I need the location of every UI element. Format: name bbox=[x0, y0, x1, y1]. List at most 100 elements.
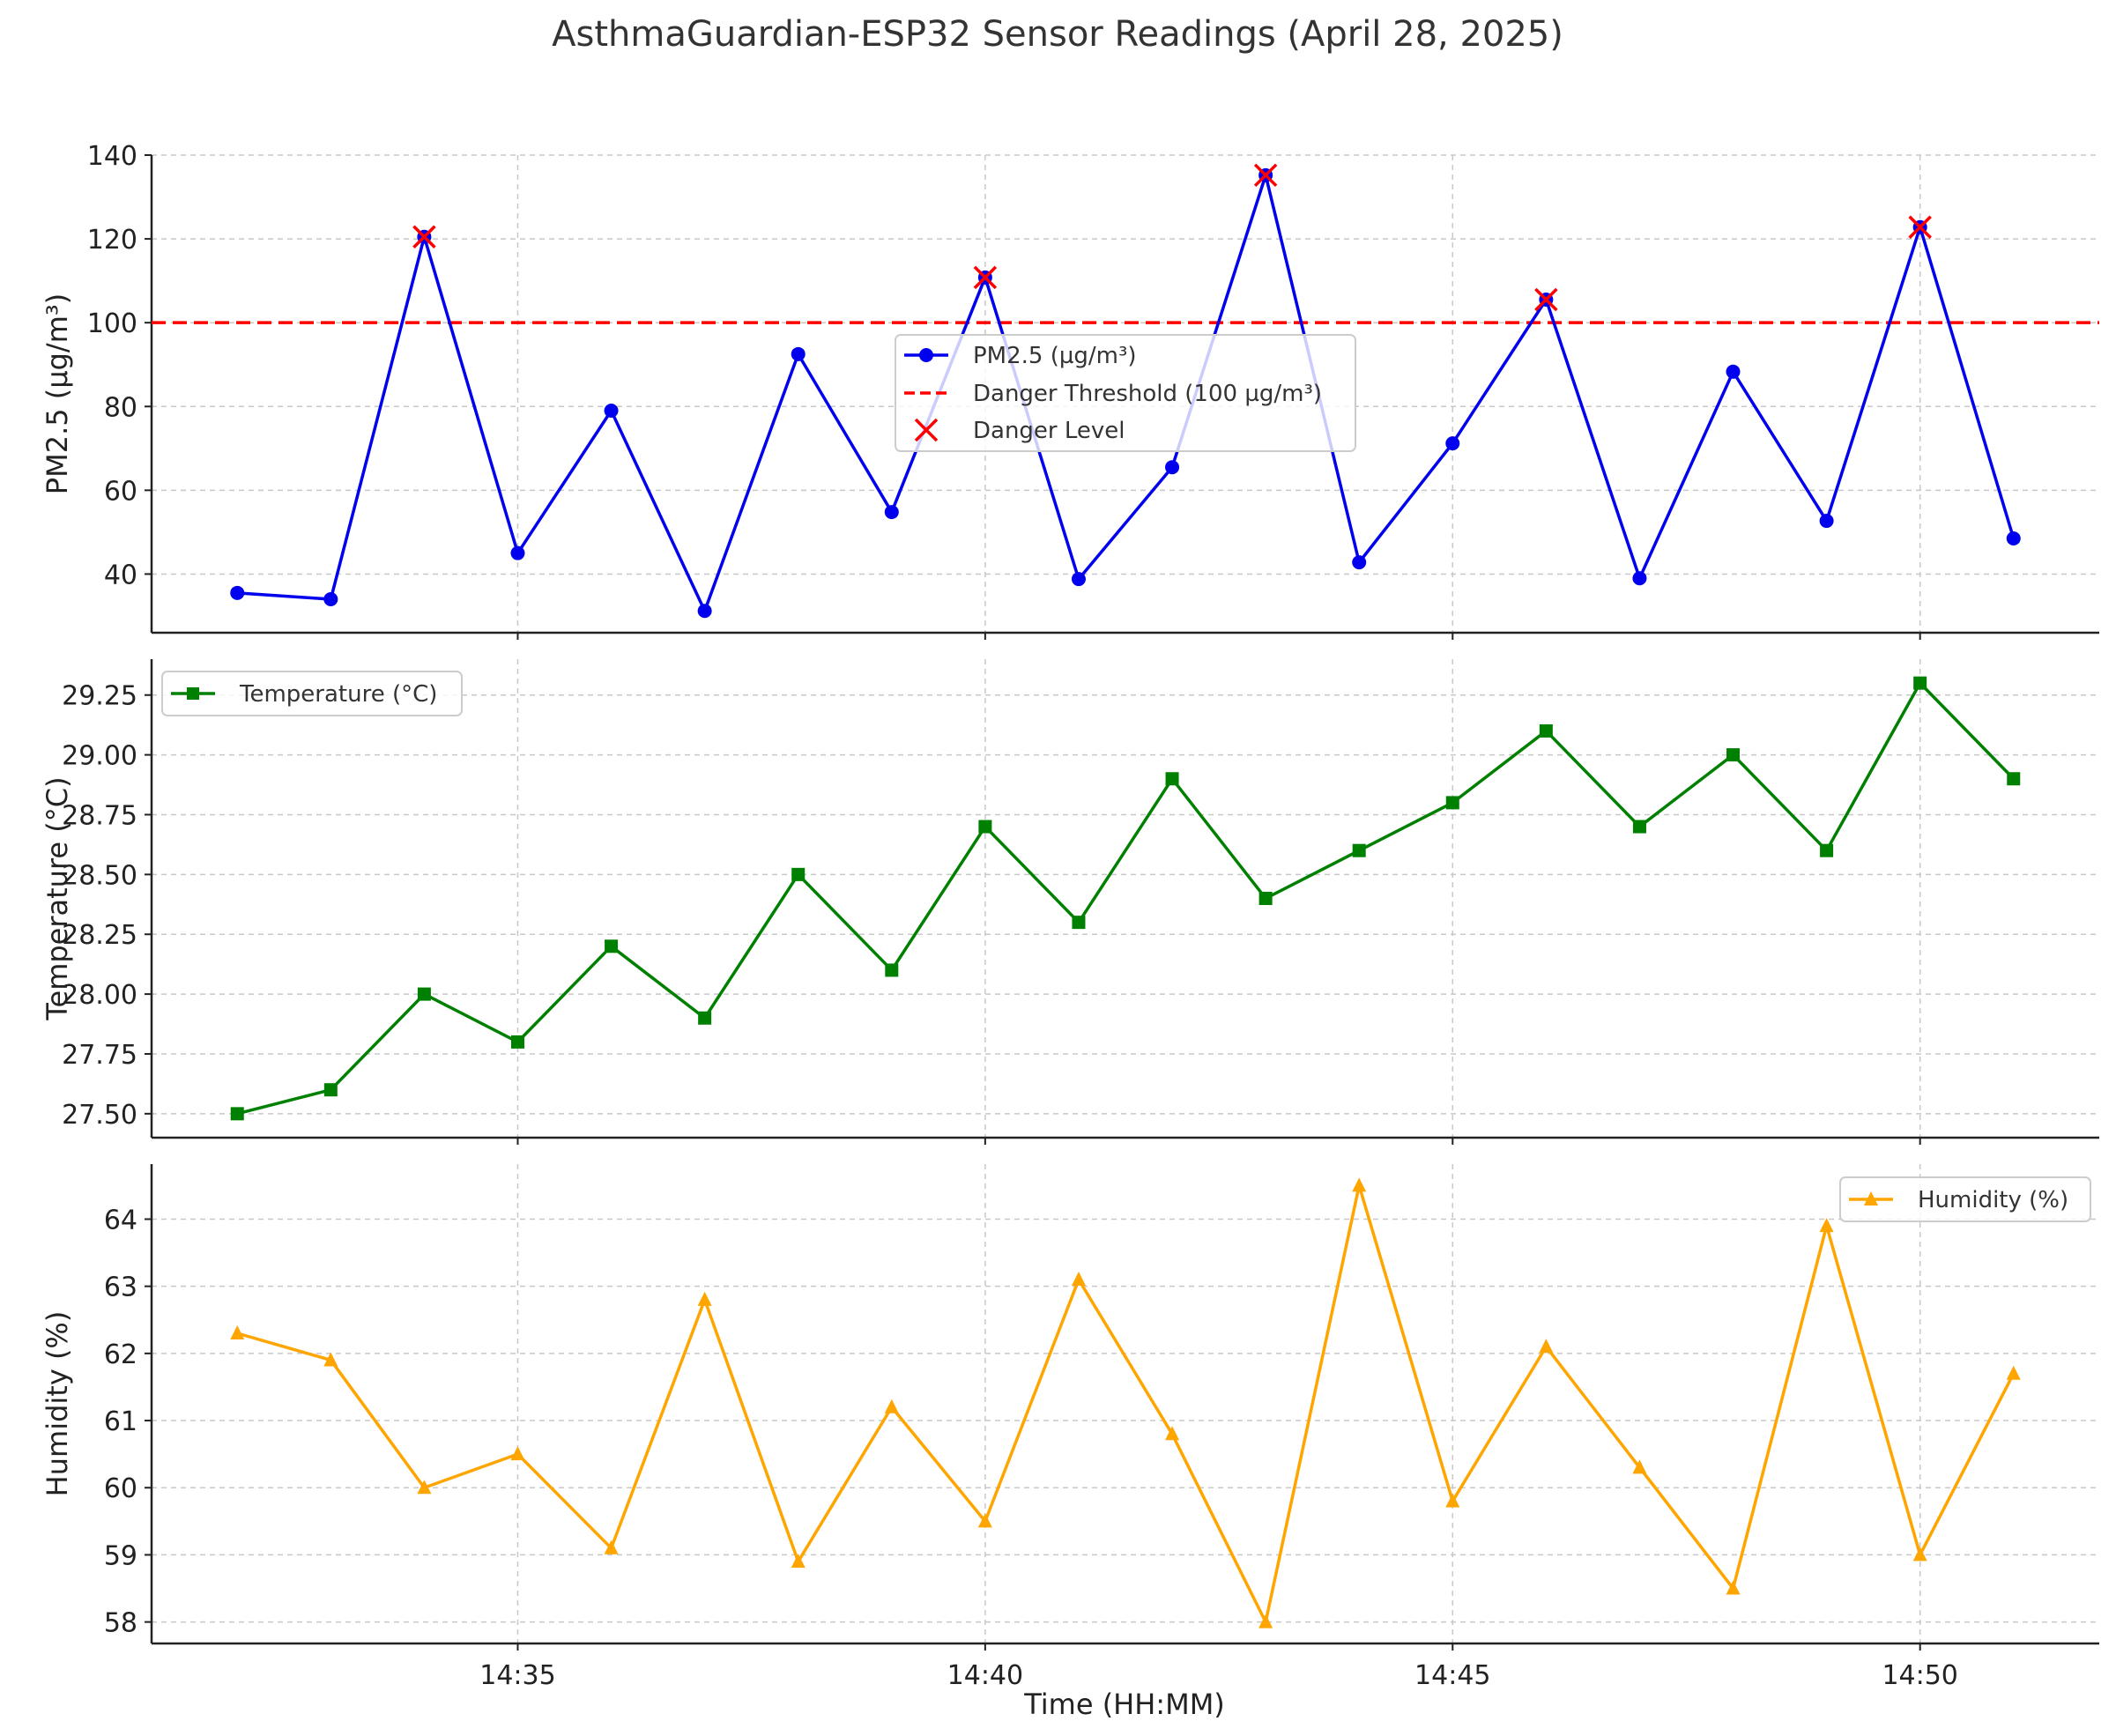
x-tick-label: 14:40 bbox=[947, 1660, 1023, 1691]
y-tick-label: 63 bbox=[104, 1272, 137, 1303]
data-point bbox=[1258, 1614, 1273, 1628]
legend-label-humidity: Humidity (%) bbox=[1918, 1187, 2068, 1213]
data-point bbox=[2006, 531, 2021, 546]
legend-label-pm25: PM2.5 (µg/m³) bbox=[973, 343, 1137, 369]
data-point bbox=[1352, 555, 1367, 570]
data-point bbox=[1165, 1426, 1180, 1441]
data-point bbox=[1632, 571, 1647, 586]
y-tick-label: 120 bbox=[87, 225, 137, 256]
x-tick-label: 14:35 bbox=[479, 1660, 555, 1691]
data-point bbox=[2006, 1365, 2021, 1380]
data-point bbox=[791, 1554, 806, 1569]
data-point bbox=[1726, 1580, 1741, 1595]
y-tick-label: 29.00 bbox=[62, 741, 137, 772]
y-tick-label: 29.25 bbox=[62, 681, 137, 712]
data-point bbox=[1539, 1339, 1554, 1354]
y-tick-label: 60 bbox=[104, 476, 137, 507]
data-point bbox=[1726, 748, 1741, 762]
legend-marker-danger bbox=[914, 418, 939, 442]
data-point bbox=[697, 604, 712, 619]
y-tick-label: 58 bbox=[104, 1608, 137, 1639]
danger-marker bbox=[1908, 215, 1932, 240]
data-point bbox=[2007, 772, 2021, 786]
danger-marker bbox=[412, 225, 436, 249]
y-tick-label: 40 bbox=[104, 560, 137, 590]
y-tick-label: 28.25 bbox=[62, 920, 137, 951]
plots-area: 40 60 80 100 120 140 PM2.5 (µg/m³) PM2.5 (µg/m³… bbox=[41, 141, 2099, 1691]
data-point bbox=[323, 591, 338, 606]
y-tick-label: 27.75 bbox=[62, 1040, 137, 1071]
y-tick-label: 64 bbox=[104, 1205, 137, 1235]
data-point bbox=[1352, 843, 1366, 857]
legend-marker-humidity bbox=[1864, 1191, 1878, 1206]
x-tick-label: 14:50 bbox=[1882, 1660, 1957, 1691]
data-point bbox=[1258, 892, 1273, 905]
data-point bbox=[698, 1011, 712, 1025]
danger-marker bbox=[973, 265, 998, 290]
data-point bbox=[697, 1291, 712, 1306]
y-tick-label: 28.75 bbox=[62, 800, 137, 831]
danger-marker bbox=[1253, 163, 1278, 188]
data-point bbox=[1352, 1177, 1367, 1192]
data-point bbox=[1445, 1493, 1460, 1508]
data-point bbox=[230, 1325, 245, 1339]
y-tick-label: 60 bbox=[104, 1473, 137, 1504]
data-point bbox=[791, 346, 806, 361]
legend-box bbox=[1839, 1176, 2091, 1222]
y-axis-label: PM2.5 (µg/m³) bbox=[41, 293, 74, 494]
data-point bbox=[978, 820, 992, 834]
data-point bbox=[1632, 820, 1646, 834]
y-tick-label: 27.50 bbox=[62, 1100, 137, 1131]
series-line bbox=[236, 1183, 2016, 1624]
data-point bbox=[510, 1035, 524, 1049]
subplot-2: 27.50 27.75 28.00 28.25 28.50 28.75 29.00 29.25… bbox=[41, 659, 2099, 1145]
y-tick-label: 28.50 bbox=[62, 860, 137, 891]
data-point bbox=[510, 1446, 525, 1461]
subplot-3: 58 59 60 61 62 63 64 14:35 14:40 14:45 14:50 Humidi… bbox=[41, 1164, 2099, 1691]
x-axis-label: Time (HH:MM) bbox=[1023, 1688, 1225, 1721]
data-point bbox=[1726, 364, 1741, 379]
legend: Temperature (°C) bbox=[161, 671, 463, 716]
data-point bbox=[791, 867, 806, 881]
data-point bbox=[977, 1513, 992, 1528]
data-point bbox=[417, 1480, 432, 1495]
data-point bbox=[1165, 772, 1179, 786]
y-tick-label: 140 bbox=[87, 141, 137, 172]
legend-marker-pm25 bbox=[919, 348, 933, 362]
legend-label-danger: Danger Level bbox=[973, 418, 1125, 444]
data-point bbox=[604, 1539, 619, 1554]
data-point bbox=[1445, 436, 1460, 451]
legend-box bbox=[895, 334, 1356, 452]
y-tick-label: 28.00 bbox=[62, 980, 137, 1011]
y-tick-label: 100 bbox=[87, 308, 137, 339]
data-point bbox=[230, 1107, 244, 1121]
data-point bbox=[1072, 916, 1086, 930]
series-line bbox=[236, 681, 2016, 1116]
figure-title: AsthmaGuardian-ESP32 Sensor Readings (Ap… bbox=[552, 14, 1563, 55]
data-point bbox=[1632, 1459, 1647, 1474]
danger-marker bbox=[1534, 287, 1558, 312]
data-point bbox=[1165, 460, 1180, 475]
data-point bbox=[323, 1083, 338, 1097]
y-tick-label: 80 bbox=[104, 392, 137, 423]
data-point bbox=[1912, 1547, 1927, 1562]
data-point bbox=[1820, 843, 1834, 857]
data-point bbox=[1913, 676, 1927, 690]
y-axis-label: Temperature (°C) bbox=[41, 776, 74, 1020]
legend-label-threshold: Danger Threshold (100 µg/m³) bbox=[973, 381, 1322, 407]
data-point bbox=[1071, 1272, 1086, 1287]
series-line bbox=[237, 174, 2016, 613]
y-tick-label: 61 bbox=[104, 1406, 137, 1437]
data-point bbox=[884, 505, 899, 520]
data-point bbox=[230, 585, 245, 600]
data-point bbox=[323, 1352, 338, 1367]
data-point bbox=[1819, 1218, 1834, 1233]
data-point bbox=[1539, 723, 1553, 738]
data-point bbox=[885, 963, 899, 977]
y-tick-label: 62 bbox=[104, 1339, 137, 1370]
legend-box bbox=[161, 671, 463, 716]
x-tick-label: 14:45 bbox=[1414, 1660, 1490, 1691]
legend: Humidity (%) bbox=[1839, 1176, 2091, 1222]
subplot-1: 40 60 80 100 120 140 PM2.5 (µg/m³) PM2.5 (µg/m³… bbox=[41, 141, 2099, 640]
